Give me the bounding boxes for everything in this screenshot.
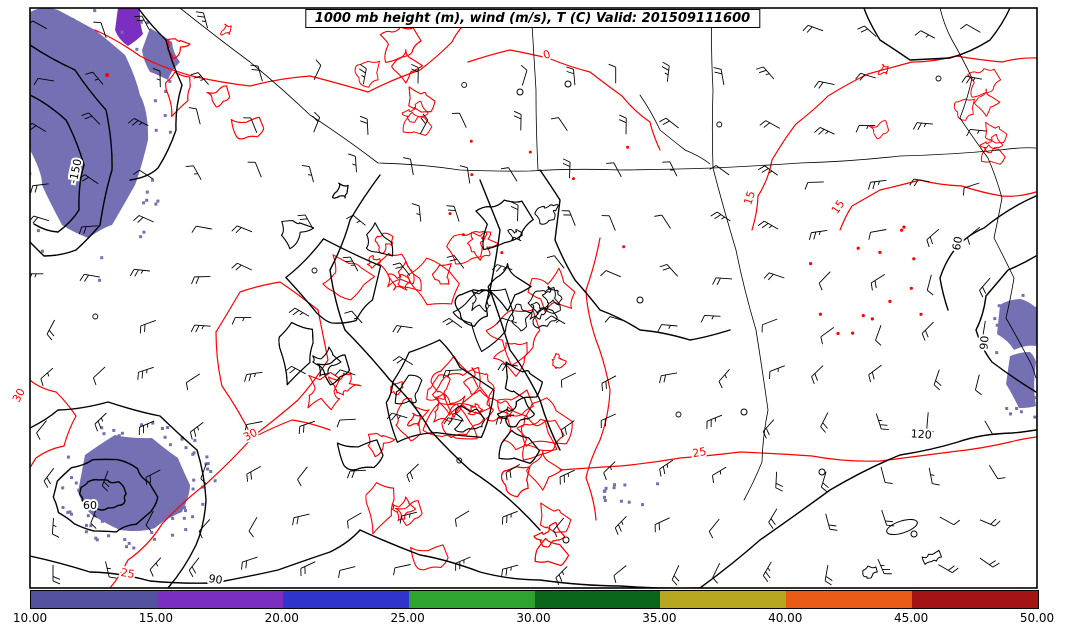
contour-label: 25 <box>691 445 707 460</box>
contour-label: 60 <box>950 235 965 251</box>
colorbar-segment <box>660 591 787 608</box>
colorbar-segment <box>156 591 283 608</box>
height-contours-layer <box>30 8 1037 588</box>
wind-shading-layer <box>30 8 1037 550</box>
contour-label: 25 <box>120 566 136 581</box>
map-borders-layer <box>179 8 1037 579</box>
colorbar-segment <box>408 591 535 608</box>
contour-label: 30 <box>10 386 28 404</box>
plot-title: 1000 mb height (m), wind (m/s), T (C) Va… <box>304 9 761 28</box>
contour-label: 120 <box>910 427 932 441</box>
wind-barbs-layer <box>30 11 1006 586</box>
colorbar-segment <box>912 591 1038 608</box>
colorbar-segment <box>282 591 409 608</box>
contour-label: 30 <box>241 426 259 444</box>
colorbar <box>30 590 1039 609</box>
contour-label: 90 <box>977 335 991 350</box>
colorbar-segment <box>534 591 661 608</box>
contour-label: 15 <box>741 189 758 206</box>
contour-label: 0 <box>541 47 552 62</box>
contour-label: -150 <box>67 158 85 185</box>
plot-frame <box>29 7 1038 589</box>
colorbar-segment <box>786 591 913 608</box>
colorbar-segment <box>31 591 157 608</box>
contour-labels-layer: -150 60 90 120 90 60 30 30 25 25 15 15 0 <box>8 45 994 589</box>
contour-label: 90 <box>208 572 224 587</box>
contour-label: 60 <box>83 499 97 512</box>
contour-label: 15 <box>829 198 848 217</box>
